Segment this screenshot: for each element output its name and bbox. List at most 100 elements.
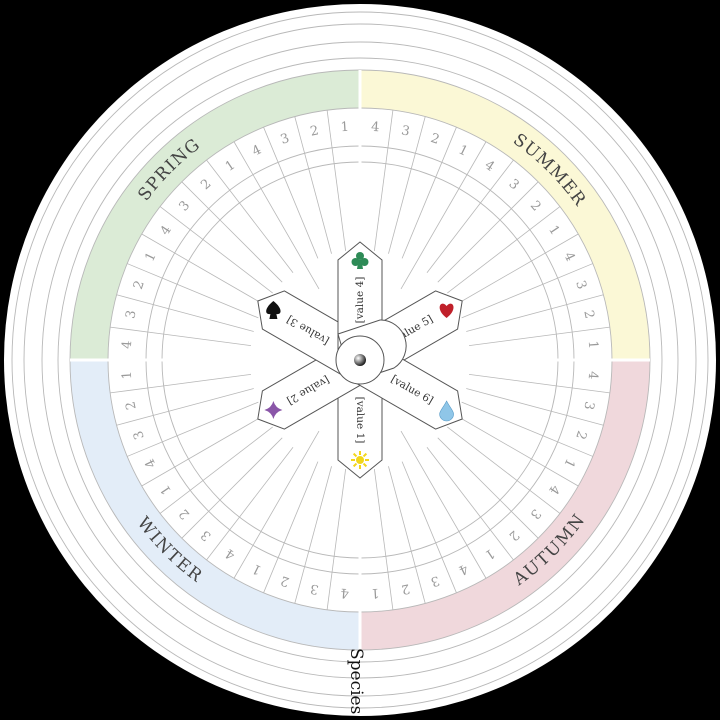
week-number: 1 [340, 120, 349, 136]
week-tick [401, 461, 437, 544]
season-band-autumn [360, 360, 650, 650]
week-tick [556, 326, 610, 335]
week-tick [176, 283, 259, 319]
season-band-winter [70, 360, 360, 650]
sun-icon [351, 451, 369, 469]
week-tick [480, 516, 514, 561]
week-tick [400, 430, 487, 579]
week-tick [469, 373, 557, 387]
week-tick [480, 159, 514, 204]
species-text: Species [346, 648, 366, 714]
week-number: 2 [580, 309, 596, 320]
week-tick [163, 373, 251, 387]
week-tick [410, 116, 426, 169]
week-tick [127, 435, 178, 457]
week-tick [233, 141, 320, 290]
week-tick [385, 110, 394, 164]
week-tick [401, 176, 437, 259]
week-tick [294, 551, 310, 604]
week-tick [333, 163, 347, 251]
week-number: 1 [120, 371, 136, 380]
week-tick [542, 263, 593, 285]
week-number: 3 [580, 400, 596, 411]
week-tick [283, 461, 319, 544]
week-tick [551, 294, 604, 310]
week-tick [516, 480, 561, 514]
week-tick [202, 239, 273, 294]
week-number: 4 [120, 340, 136, 349]
week-number: 2 [123, 400, 139, 411]
week-number: 4 [371, 120, 380, 136]
week-tick [385, 556, 394, 610]
week-tick [326, 556, 335, 610]
week-tick [447, 426, 518, 481]
week-tick [426, 447, 481, 518]
week-tick [163, 333, 251, 347]
week-number: 4 [585, 371, 601, 380]
week-number: 3 [400, 123, 411, 139]
week-tick [461, 283, 544, 319]
spade-icon [266, 301, 281, 319]
week-tick [110, 326, 164, 335]
outer-ring [11, 11, 709, 709]
week-tick [116, 294, 169, 310]
week-tick [326, 110, 335, 164]
week-tick [499, 499, 539, 539]
week-tick [233, 430, 320, 579]
week-number: 2 [309, 123, 320, 139]
outer-ring [41, 41, 679, 679]
week-tick [466, 388, 552, 412]
season-band-summer [360, 70, 650, 360]
week-number: 3 [123, 309, 139, 320]
week-tick [461, 401, 544, 437]
petal-label: [value 1] [354, 397, 366, 444]
week-tick [202, 426, 273, 481]
week-tick [469, 333, 557, 347]
week-tick [435, 127, 457, 178]
week-tick [168, 388, 254, 412]
week-number: 1 [371, 585, 380, 601]
outer-ring [57, 57, 663, 663]
week-tick [447, 239, 518, 294]
week-tick [516, 206, 561, 240]
drop-icon [439, 400, 454, 422]
week-tick [168, 308, 254, 332]
week-number: 4 [340, 585, 349, 601]
week-tick [263, 542, 285, 593]
week-tick [116, 410, 169, 426]
week-tick [294, 116, 310, 169]
week-tick [542, 435, 593, 457]
pivot-hole [354, 354, 366, 366]
week-tick [556, 385, 610, 394]
diamond-icon [264, 401, 283, 419]
species-label: Species [346, 648, 366, 714]
week-tick [333, 469, 347, 557]
week-tick [410, 551, 426, 604]
week-tick [388, 168, 412, 254]
week-tick [308, 466, 332, 552]
week-tick [283, 176, 319, 259]
week-number: 1 [585, 340, 601, 349]
species-dial[interactable]: [value 1][value 2][value 3][value 4][val… [247, 241, 473, 479]
week-tick [437, 437, 501, 501]
season-band-spring [70, 70, 360, 360]
outer-ring [23, 23, 697, 697]
week-tick [219, 219, 283, 283]
week-tick [110, 385, 164, 394]
week-tick [206, 516, 240, 561]
week-tick [181, 181, 221, 221]
week-tick [127, 263, 178, 285]
week-tick [159, 480, 204, 514]
week-tick [159, 206, 204, 240]
week-tick [263, 127, 285, 178]
week-tick [181, 499, 221, 539]
week-tick [206, 159, 240, 204]
week-tick [239, 202, 294, 273]
petal-label: [value 4] [354, 277, 366, 324]
week-tick [437, 219, 501, 283]
season-bands [70, 70, 650, 650]
week-tick [373, 163, 387, 251]
heart-icon [439, 303, 454, 318]
week-number: 3 [309, 580, 320, 596]
